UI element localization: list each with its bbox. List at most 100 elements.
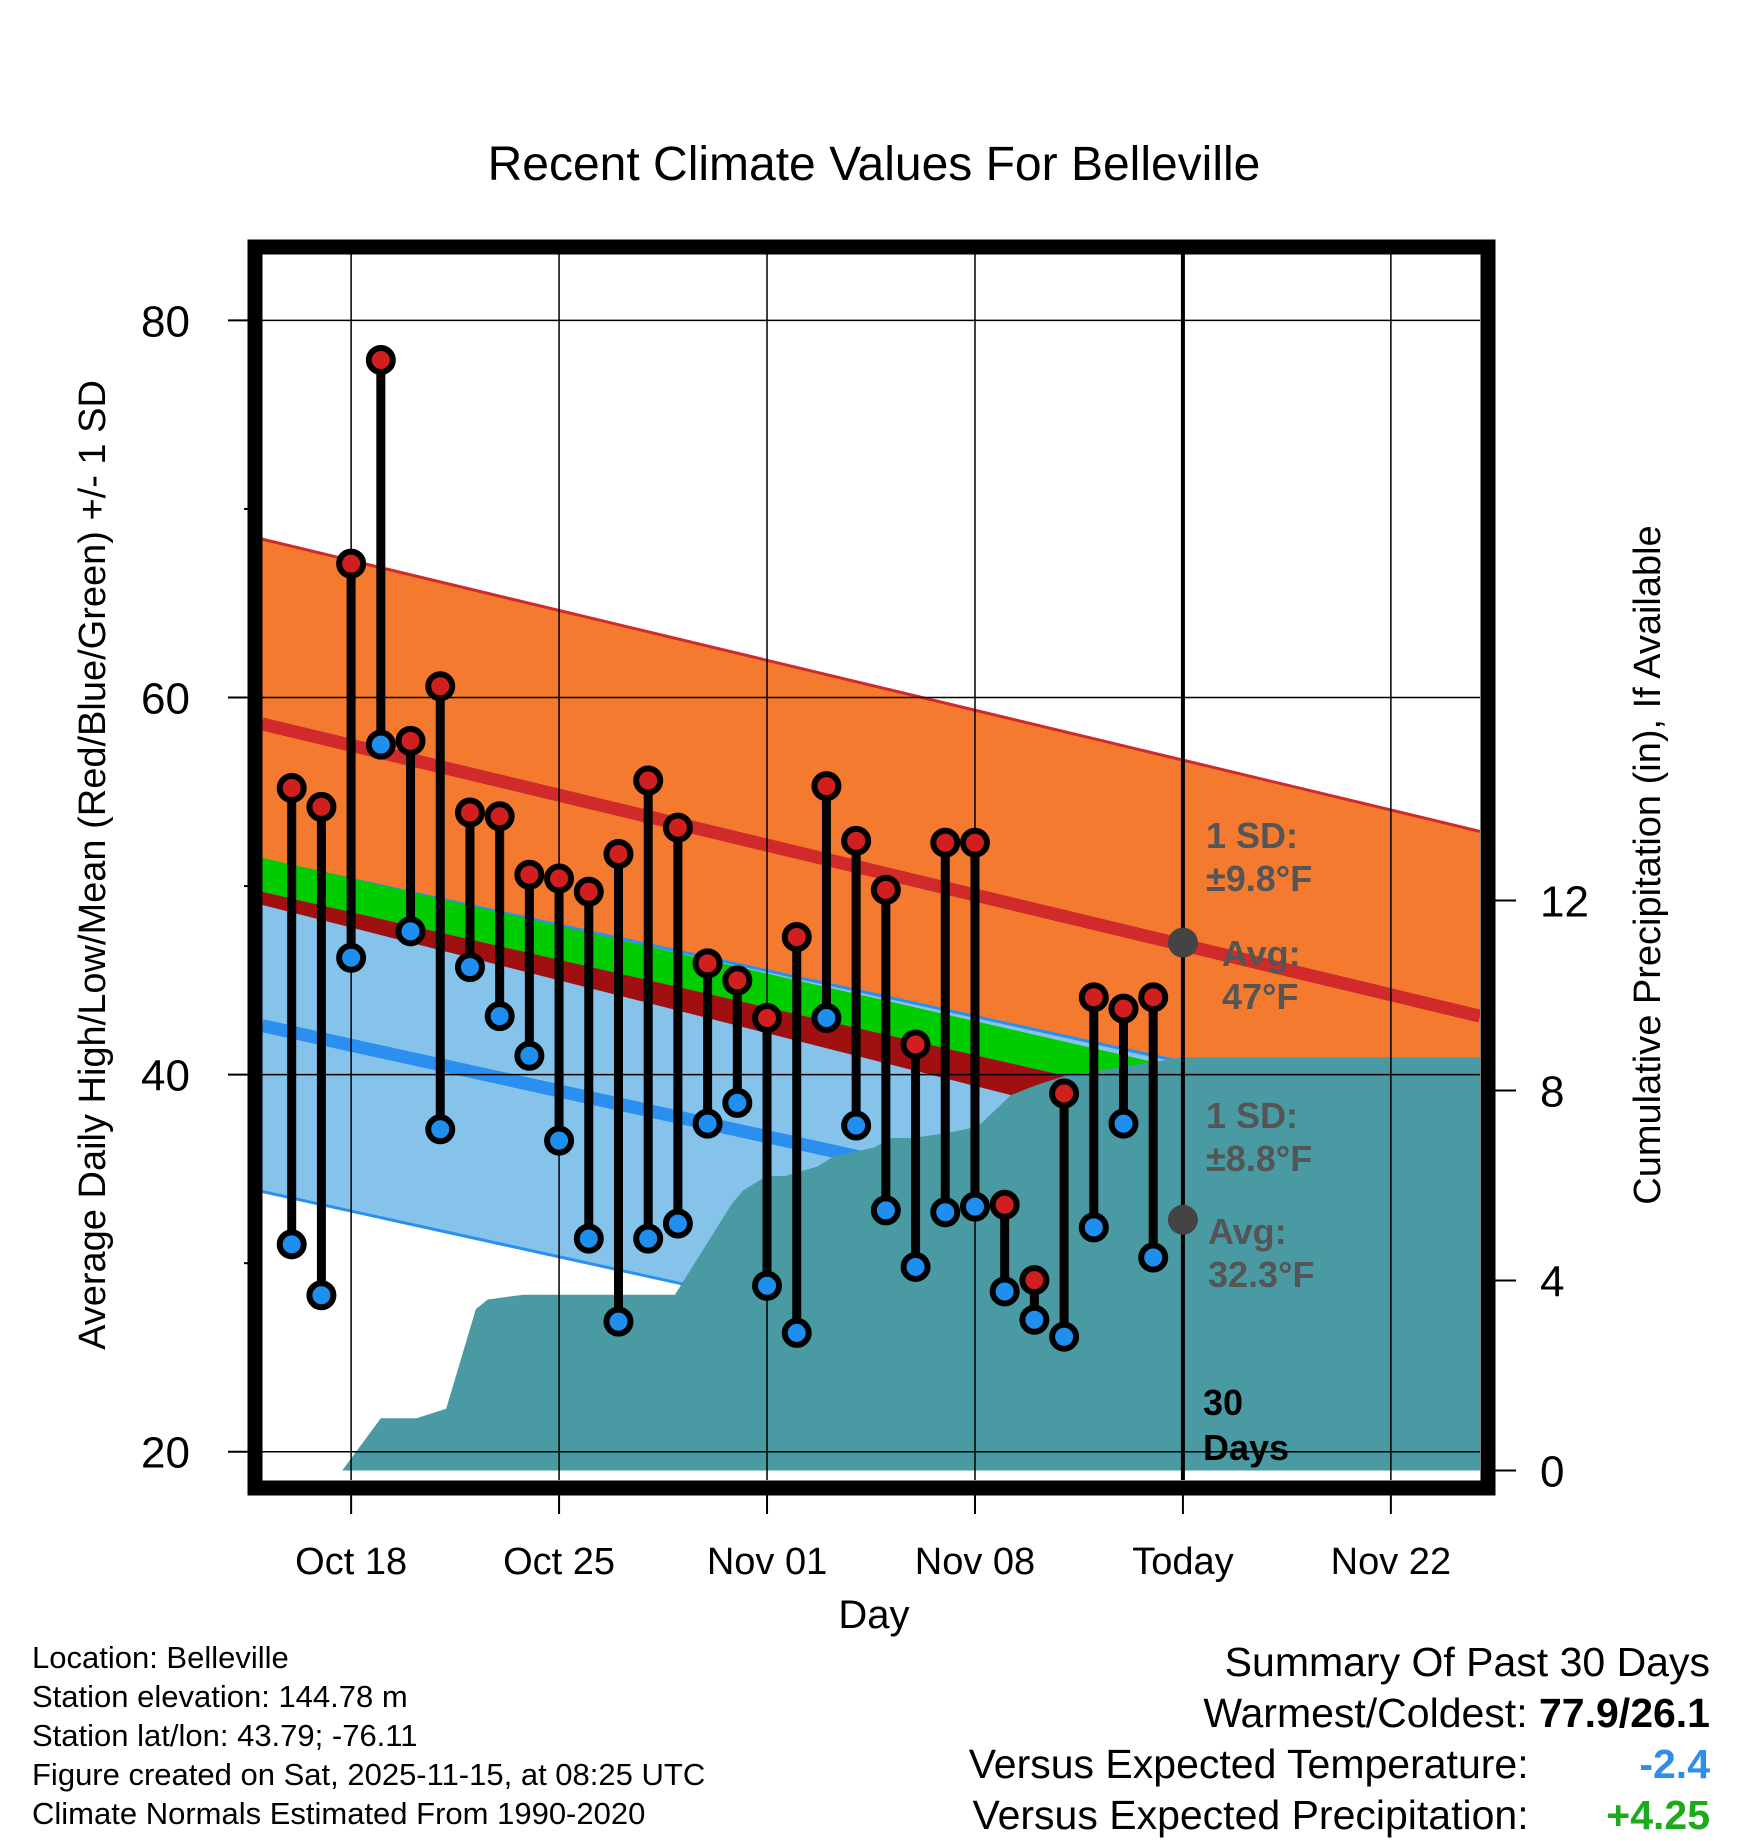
- daily-low-marker: [1049, 1321, 1080, 1352]
- daily-high-marker: [603, 839, 634, 870]
- daily-high-marker: [870, 874, 901, 905]
- daily-high-marker: [573, 876, 604, 907]
- y2-tick-label-8: 8: [1540, 1068, 1564, 1117]
- low-avg-value: 32.3°F: [1208, 1254, 1314, 1295]
- summary-row-warmest-coldest: Warmest/Coldest: 77.9/26.1: [969, 1688, 1710, 1739]
- y-tick-label-60: 60: [141, 675, 190, 724]
- daily-high-marker: [544, 863, 575, 894]
- y-tick-label-80: 80: [141, 297, 190, 346]
- daily-high-marker: [1049, 1078, 1080, 1109]
- daily-high-marker: [484, 801, 515, 832]
- daily-low-marker: [514, 1040, 545, 1071]
- high-sd-value: ±9.8°F: [1206, 858, 1312, 899]
- warmest-coldest-label: Warmest/Coldest:: [1203, 1690, 1528, 1736]
- daily-high-marker: [514, 859, 545, 890]
- daily-low-marker: [692, 1108, 723, 1139]
- daily-high-marker: [425, 671, 456, 702]
- normal-high-upper-edge: [262, 537, 1480, 833]
- daily-high-marker: [1138, 982, 1169, 1013]
- chart-title: Recent Climate Values For Belleville: [488, 138, 1261, 191]
- daily-high-marker: [1078, 982, 1109, 1013]
- meta-location: Location: Belleville: [32, 1640, 289, 1675]
- normal-high-mean-line: [262, 717, 1480, 1023]
- precip-departure-label: Versus Expected Precipitation:: [972, 1792, 1529, 1838]
- x-tick-label-today: Today: [1132, 1541, 1233, 1583]
- daily-high-marker: [841, 825, 872, 856]
- window-count-label: 30: [1203, 1382, 1243, 1423]
- daily-high-marker: [336, 548, 367, 579]
- daily-high-marker: [722, 965, 753, 996]
- daily-low-marker: [1138, 1242, 1169, 1273]
- x-tick-label-nov-08: Nov 08: [915, 1541, 1035, 1583]
- summary-row-precipitation: Versus Expected Precipitation: +4.25: [969, 1790, 1711, 1841]
- low-sd-value: ±8.8°F: [1206, 1138, 1312, 1179]
- daily-high-marker: [1108, 993, 1139, 1024]
- meta-normals: Climate Normals Estimated From 1990-2020: [32, 1796, 646, 1831]
- daily-low-marker: [603, 1306, 634, 1337]
- daily-low-marker: [573, 1223, 604, 1254]
- x-tick-label-nov-22: Nov 22: [1331, 1541, 1451, 1583]
- summary-panel: Summary Of Past 30 Days Warmest/Coldest:…: [969, 1637, 1710, 1841]
- y2-tick-label-0: 0: [1540, 1448, 1564, 1497]
- x-axis-label: Day: [838, 1593, 909, 1637]
- precipitation-area: [318, 1057, 1480, 1471]
- temp-departure-label: Versus Expected Temperature:: [968, 1741, 1529, 1787]
- window-unit-label: Days: [1203, 1427, 1289, 1468]
- daily-low-marker: [454, 952, 485, 983]
- daily-low-marker: [276, 1229, 307, 1260]
- y-tick-label-40: 40: [141, 1052, 190, 1101]
- daily-high-marker: [752, 1003, 783, 1034]
- daily-low-marker: [870, 1195, 901, 1226]
- high-avg-value: 47°F: [1222, 976, 1298, 1017]
- daily-high-marker: [633, 765, 664, 796]
- y2-axis-label: Cumulative Precipitation (in), If Availa…: [1627, 525, 1669, 1204]
- meta-created: Figure created on Sat, 2025-11-15, at 08…: [32, 1757, 706, 1792]
- daily-high-marker: [959, 827, 990, 858]
- low-sd-label: 1 SD:: [1206, 1095, 1298, 1136]
- station-metadata: Location: Belleville Station elevation: …: [32, 1638, 705, 1833]
- daily-high-marker: [454, 797, 485, 828]
- axes: 20 40 60 80 0 4 8 12 Oct 18 Oct 25 Nov 01 Nov 08 Tod…: [141, 297, 1589, 1583]
- daily-high-marker: [662, 812, 693, 843]
- daily-low-marker: [544, 1125, 575, 1156]
- y-axis-label: Average Daily High/Low/Mean (Red/Blue/Gr…: [72, 380, 114, 1350]
- daily-low-marker: [662, 1208, 693, 1239]
- daily-high-marker: [395, 725, 426, 756]
- daily-low-marker: [781, 1317, 812, 1348]
- x-tick-label-nov-01: Nov 01: [707, 1541, 827, 1583]
- x-tick-label-oct-25: Oct 25: [503, 1541, 615, 1583]
- daily-low-marker: [425, 1114, 456, 1145]
- daily-low-marker: [722, 1087, 753, 1118]
- low-avg-label: Avg:: [1208, 1211, 1287, 1252]
- daily-low-marker: [633, 1223, 664, 1254]
- daily-high-marker: [781, 921, 812, 952]
- daily-high-marker: [811, 771, 842, 802]
- high-sd-label: 1 SD:: [1206, 815, 1298, 856]
- daily-low-marker: [989, 1276, 1020, 1307]
- daily-temperature-bars: [276, 345, 1169, 1352]
- high-avg-label: Avg:: [1222, 933, 1301, 974]
- y2-tick-label-4: 4: [1540, 1258, 1564, 1307]
- x-tick-label-oct-18: Oct 18: [295, 1541, 407, 1583]
- daily-low-marker: [959, 1191, 990, 1222]
- daily-low-marker: [365, 729, 396, 760]
- daily-low-marker: [336, 942, 367, 973]
- temp-departure-value: -2.4: [1639, 1741, 1710, 1787]
- daily-low-marker: [306, 1280, 337, 1311]
- meta-latlon: Station lat/lon: 43.79; -76.11: [32, 1718, 418, 1753]
- daily-low-marker: [395, 916, 426, 947]
- precip-departure-value: +4.25: [1606, 1792, 1710, 1838]
- high-average-dot: [1167, 927, 1198, 958]
- y-tick-label-20: 20: [141, 1429, 190, 1478]
- daily-low-marker: [1108, 1108, 1139, 1139]
- low-average-dot: [1167, 1204, 1198, 1235]
- daily-high-marker: [989, 1189, 1020, 1220]
- meta-elevation: Station elevation: 144.78 m: [32, 1679, 408, 1714]
- daily-low-marker: [1078, 1212, 1109, 1243]
- daily-low-marker: [841, 1110, 872, 1141]
- daily-high-marker: [276, 773, 307, 804]
- daily-low-marker: [752, 1270, 783, 1301]
